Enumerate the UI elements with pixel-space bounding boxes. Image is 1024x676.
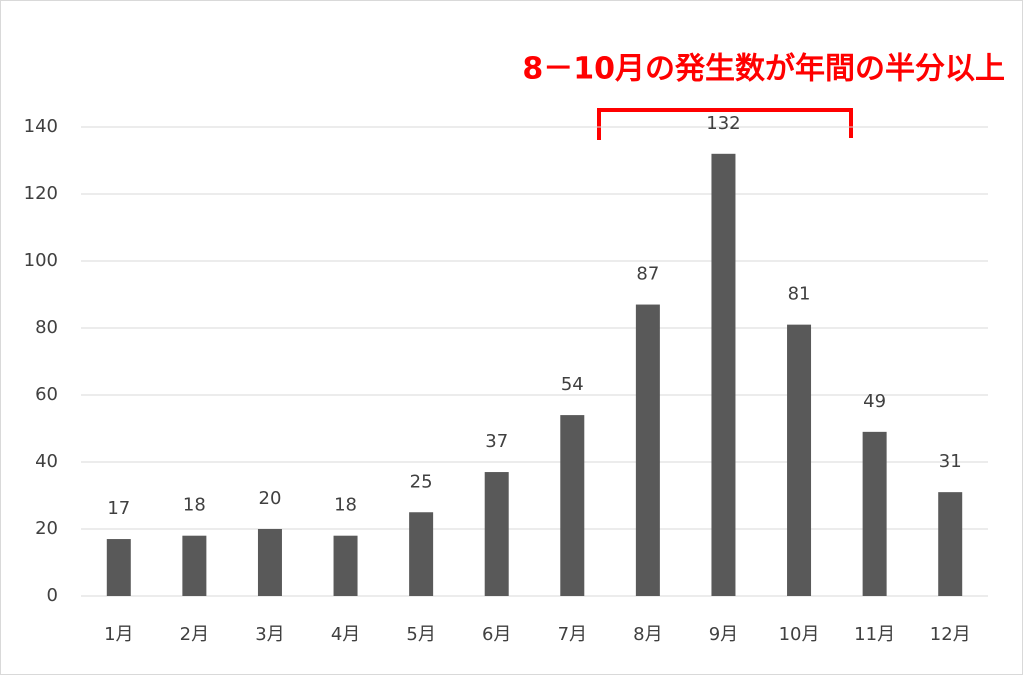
bar — [635, 304, 660, 596]
data-label: 54 — [561, 374, 584, 395]
x-tick-label: 5月 — [406, 624, 435, 645]
data-label: 37 — [485, 431, 508, 452]
x-tick-label: 3月 — [255, 624, 284, 645]
data-label: 132 — [706, 113, 740, 134]
y-tick-label: 120 — [24, 183, 58, 204]
data-label: 18 — [334, 495, 357, 516]
annotation: 8－10月の発生数が年間の半分以上 — [522, 52, 1005, 87]
x-tick-label: 10月 — [779, 624, 820, 645]
x-tick-label: 8月 — [633, 624, 662, 645]
y-tick-label: 140 — [24, 116, 58, 137]
x-tick-label: 7月 — [558, 624, 587, 645]
x-tick-label: 4月 — [331, 624, 360, 645]
y-tick-label: 80 — [35, 317, 58, 338]
data-label: 49 — [863, 391, 886, 412]
bar — [711, 153, 736, 597]
bar — [182, 535, 207, 596]
annotation-bracket — [597, 108, 853, 140]
bar — [409, 512, 434, 596]
bar — [333, 535, 358, 596]
data-label: 87 — [636, 264, 659, 285]
bar — [257, 529, 282, 596]
data-label: 25 — [410, 471, 433, 492]
y-tick-label: 40 — [35, 451, 58, 472]
x-tick-label: 1月 — [104, 624, 133, 645]
y-tick-label: 60 — [35, 384, 58, 405]
bar — [484, 472, 509, 596]
data-label: 31 — [939, 451, 962, 472]
y-tick-label: 20 — [35, 518, 58, 539]
x-tick-label: 6月 — [482, 624, 511, 645]
y-tick-label: 100 — [24, 250, 58, 271]
bar — [787, 324, 812, 596]
x-tick-label: 2月 — [180, 624, 209, 645]
data-label: 18 — [183, 495, 206, 516]
y-tick-label: 0 — [47, 585, 58, 606]
x-tick-label: 12月 — [930, 624, 971, 645]
x-tick-label: 11月 — [854, 624, 895, 645]
bar — [106, 539, 131, 596]
bar — [862, 431, 887, 596]
data-label: 81 — [788, 284, 811, 305]
bar — [560, 415, 585, 596]
data-label: 20 — [259, 488, 282, 509]
bar — [938, 492, 963, 596]
x-tick-label: 9月 — [709, 624, 738, 645]
data-label: 17 — [107, 498, 130, 519]
